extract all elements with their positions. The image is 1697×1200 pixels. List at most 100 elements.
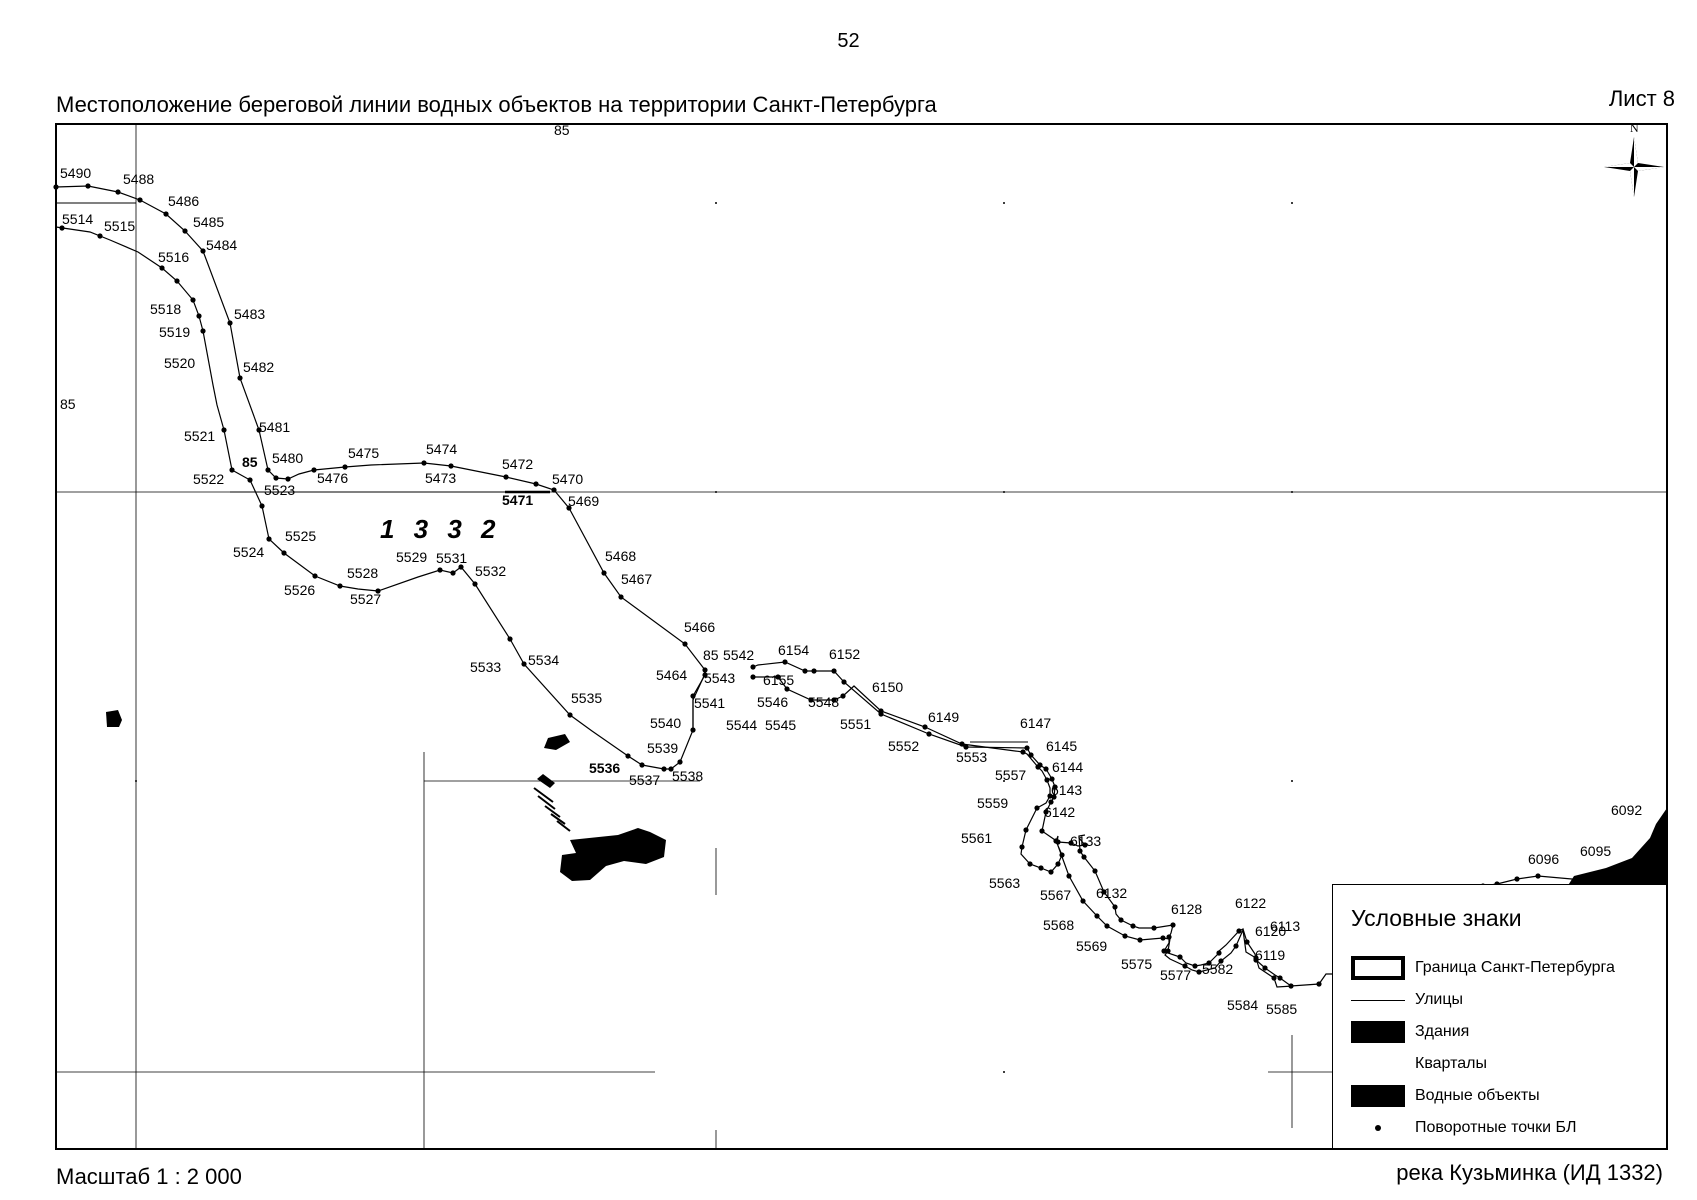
turning-point — [1052, 784, 1058, 790]
point-label: 5527 — [350, 591, 381, 607]
turning-point — [182, 228, 188, 234]
turning-point — [1262, 965, 1268, 971]
turning-point — [775, 674, 781, 680]
turning-point — [533, 481, 539, 487]
point-label: 5537 — [629, 772, 660, 788]
point-label: 5520 — [164, 355, 195, 371]
turning-point — [1161, 948, 1167, 954]
turning-point — [337, 583, 343, 589]
point-label: 5531 — [436, 550, 467, 566]
turning-point — [1137, 937, 1143, 943]
point-label: 5471 — [502, 492, 533, 508]
turning-point — [312, 573, 318, 579]
turning-point — [922, 724, 928, 730]
point-label: 5539 — [647, 740, 678, 756]
point-label: 5464 — [656, 667, 687, 683]
turning-point — [677, 759, 683, 765]
boundary-symbol-icon — [1351, 956, 1405, 980]
turning-point — [1216, 950, 1222, 956]
turning-point — [840, 693, 846, 699]
turning-point — [1034, 805, 1040, 811]
point-label: 5475 — [348, 445, 379, 461]
point-label: 6132 — [1096, 885, 1127, 901]
turning-point — [639, 762, 645, 768]
grid-label: 85 — [242, 454, 258, 470]
point-label: 5522 — [193, 471, 224, 487]
point-label: 5466 — [684, 619, 715, 635]
turning-point — [1192, 963, 1198, 969]
legend-item-water: Водные объекты — [1351, 1083, 1540, 1109]
turning-point — [1043, 809, 1049, 815]
point-label: 5546 — [757, 694, 788, 710]
legend-label: Улицы — [1415, 991, 1464, 1008]
point-label: 5476 — [317, 470, 348, 486]
turning-point — [1053, 838, 1059, 844]
legend: Условные знаки Граница Санкт-Петербурга … — [1332, 884, 1667, 1149]
point-label: 6119 — [1255, 947, 1285, 963]
turning-point — [450, 570, 456, 576]
turning-point — [750, 664, 756, 670]
point-label: 5483 — [234, 306, 265, 322]
turning-point — [1316, 981, 1322, 987]
turning-point — [1253, 955, 1259, 961]
turning-point — [601, 570, 607, 576]
turning-point — [1151, 925, 1157, 931]
point-label: 6143 — [1051, 782, 1082, 798]
turning-point — [1082, 842, 1088, 848]
turning-point — [1081, 854, 1087, 860]
turning-point — [784, 686, 790, 692]
turning-point — [1277, 975, 1283, 981]
streets — [56, 202, 1028, 743]
page-number: 52 — [837, 30, 860, 52]
turning-point — [1020, 749, 1026, 755]
turning-point — [342, 464, 348, 470]
turning-point — [1044, 777, 1050, 783]
point-label: 5474 — [426, 441, 457, 457]
turning-point — [625, 753, 631, 759]
point-label: 6149 — [928, 709, 959, 725]
turning-point — [448, 463, 454, 469]
point-label: 6095 — [1580, 843, 1611, 859]
turning-point — [85, 183, 91, 189]
point-label: 5528 — [347, 565, 378, 581]
point-label: 5472 — [502, 456, 533, 472]
grid-label: 85 — [703, 647, 719, 663]
turning-point — [841, 679, 847, 685]
turning-point — [1035, 764, 1041, 770]
turning-point — [421, 460, 427, 466]
river-name: река Кузьминка (ИД 1332) — [1396, 1160, 1663, 1185]
turning-point — [551, 487, 557, 493]
turning-point — [1043, 766, 1049, 772]
point-label: 5482 — [243, 359, 274, 375]
point-label: 5469 — [568, 493, 599, 509]
point-label: 6133 — [1070, 833, 1101, 849]
grid-label: 85 — [60, 396, 76, 412]
turning-point — [1118, 917, 1124, 923]
point-label: 5553 — [956, 749, 987, 765]
turning-point — [1068, 840, 1074, 846]
point-label: 5533 — [470, 659, 501, 675]
legend-title: Условные знаки — [1351, 905, 1522, 931]
turning-point — [702, 667, 708, 673]
turning-point — [1077, 848, 1083, 854]
point-label: 6120 — [1255, 923, 1286, 939]
point-label: 5525 — [285, 528, 316, 544]
point-label: 6155 — [763, 672, 794, 688]
turning-point — [1028, 752, 1034, 758]
legend-item-boundary: Граница Санкт-Петербурга — [1351, 955, 1615, 981]
turning-point — [1047, 793, 1053, 799]
point-label: 5569 — [1076, 938, 1107, 954]
point-label: 5552 — [888, 738, 919, 754]
compass-icon: N — [1604, 121, 1664, 197]
north-label: N — [1630, 121, 1639, 135]
turning-point — [1271, 975, 1277, 981]
turning-point — [247, 477, 253, 483]
turning-point — [702, 672, 708, 678]
point-label: 5534 — [528, 652, 559, 668]
turning-point — [566, 505, 572, 511]
turning-point — [1027, 861, 1033, 867]
turning-point — [831, 697, 837, 703]
buildings — [106, 710, 666, 881]
point-label: 5540 — [650, 715, 681, 731]
